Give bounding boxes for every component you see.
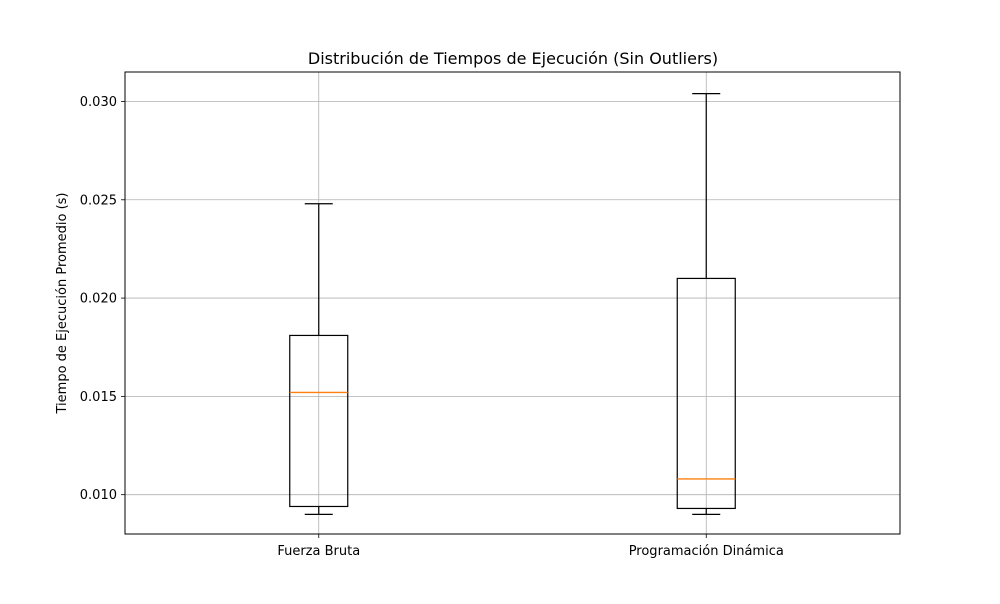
y-tick-label: 0.030: [80, 95, 117, 110]
box-iqr: [289, 334, 349, 508]
grid-layer: [125, 72, 900, 534]
box-iqr: [676, 277, 736, 510]
y-tick-label: 0.015: [80, 390, 117, 405]
y-axis-label: Tiempo de Ejecución Promedio (s): [55, 193, 70, 415]
y-tick-label: 0.020: [80, 292, 117, 307]
x-tick-label: Programación Dinámica: [629, 544, 784, 559]
y-tick-label: 0.025: [80, 193, 117, 208]
x-tick-label: Fuerza Bruta: [277, 544, 360, 559]
box-layer: [289, 93, 736, 515]
plot-frame: [124, 71, 901, 535]
chart-title: Distribución de Tiempos de Ejecución (Si…: [308, 49, 718, 68]
axis-layer: 0.010 0.015 0.020 0.025 0.030 Fuerza Bruta Pro…: [80, 71, 901, 559]
y-tick-label: 0.010: [80, 488, 117, 503]
